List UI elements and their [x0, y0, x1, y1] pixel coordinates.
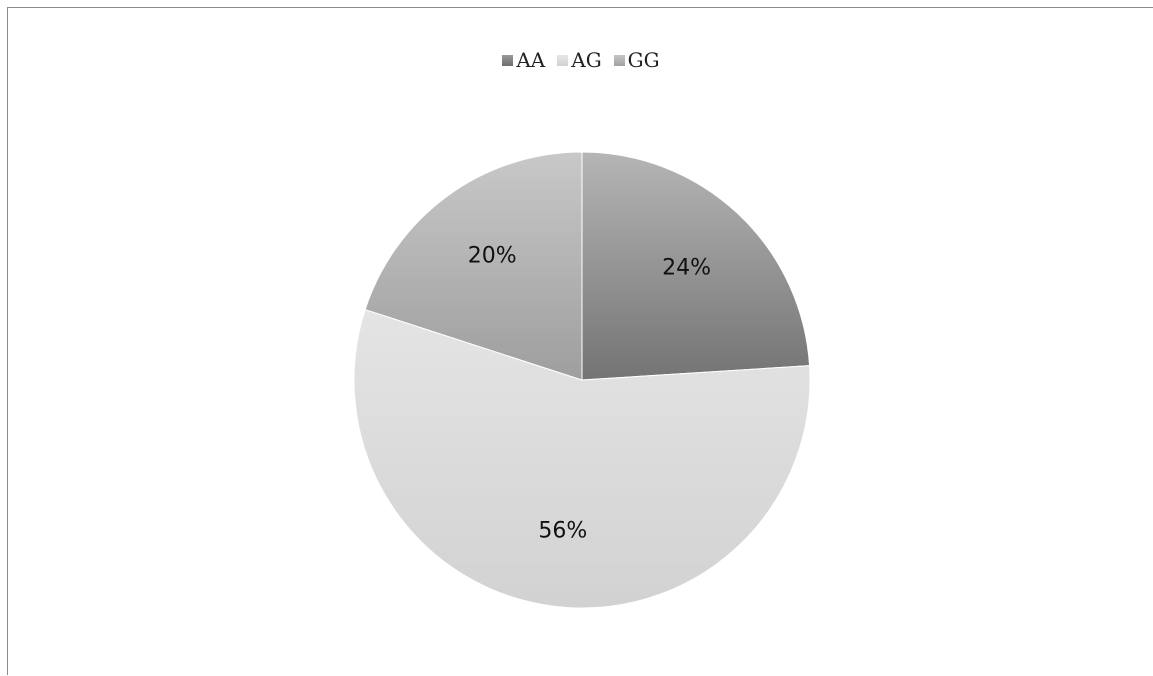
- pie-slice-aa: [581, 151, 811, 381]
- legend-label-gg: GG: [627, 48, 660, 72]
- legend-swatch-ag: [557, 54, 569, 66]
- pie-label-aa: 24%: [662, 256, 711, 281]
- legend-label-ag: AG: [571, 48, 602, 72]
- pie-slice-gg: [364, 151, 583, 381]
- legend: AA AG GG: [8, 48, 1153, 72]
- pie-slice-ag: [353, 308, 811, 609]
- legend-item-aa: AA: [502, 48, 545, 72]
- legend-item-gg: GG: [613, 48, 660, 72]
- legend-item-ag: AG: [557, 48, 602, 72]
- legend-label-aa: AA: [516, 48, 546, 72]
- chart-area: AA AG GG 24% 56% 20%: [7, 7, 1153, 675]
- pie-chart: 24% 56% 20%: [353, 151, 811, 609]
- legend-swatch-gg: [613, 54, 625, 66]
- pie-label-ag: 56%: [538, 519, 587, 544]
- legend-swatch-aa: [502, 54, 514, 66]
- pie-labels: 24% 56% 20%: [468, 243, 711, 543]
- pie-label-gg: 20%: [468, 243, 517, 268]
- pie-slices: [353, 151, 811, 609]
